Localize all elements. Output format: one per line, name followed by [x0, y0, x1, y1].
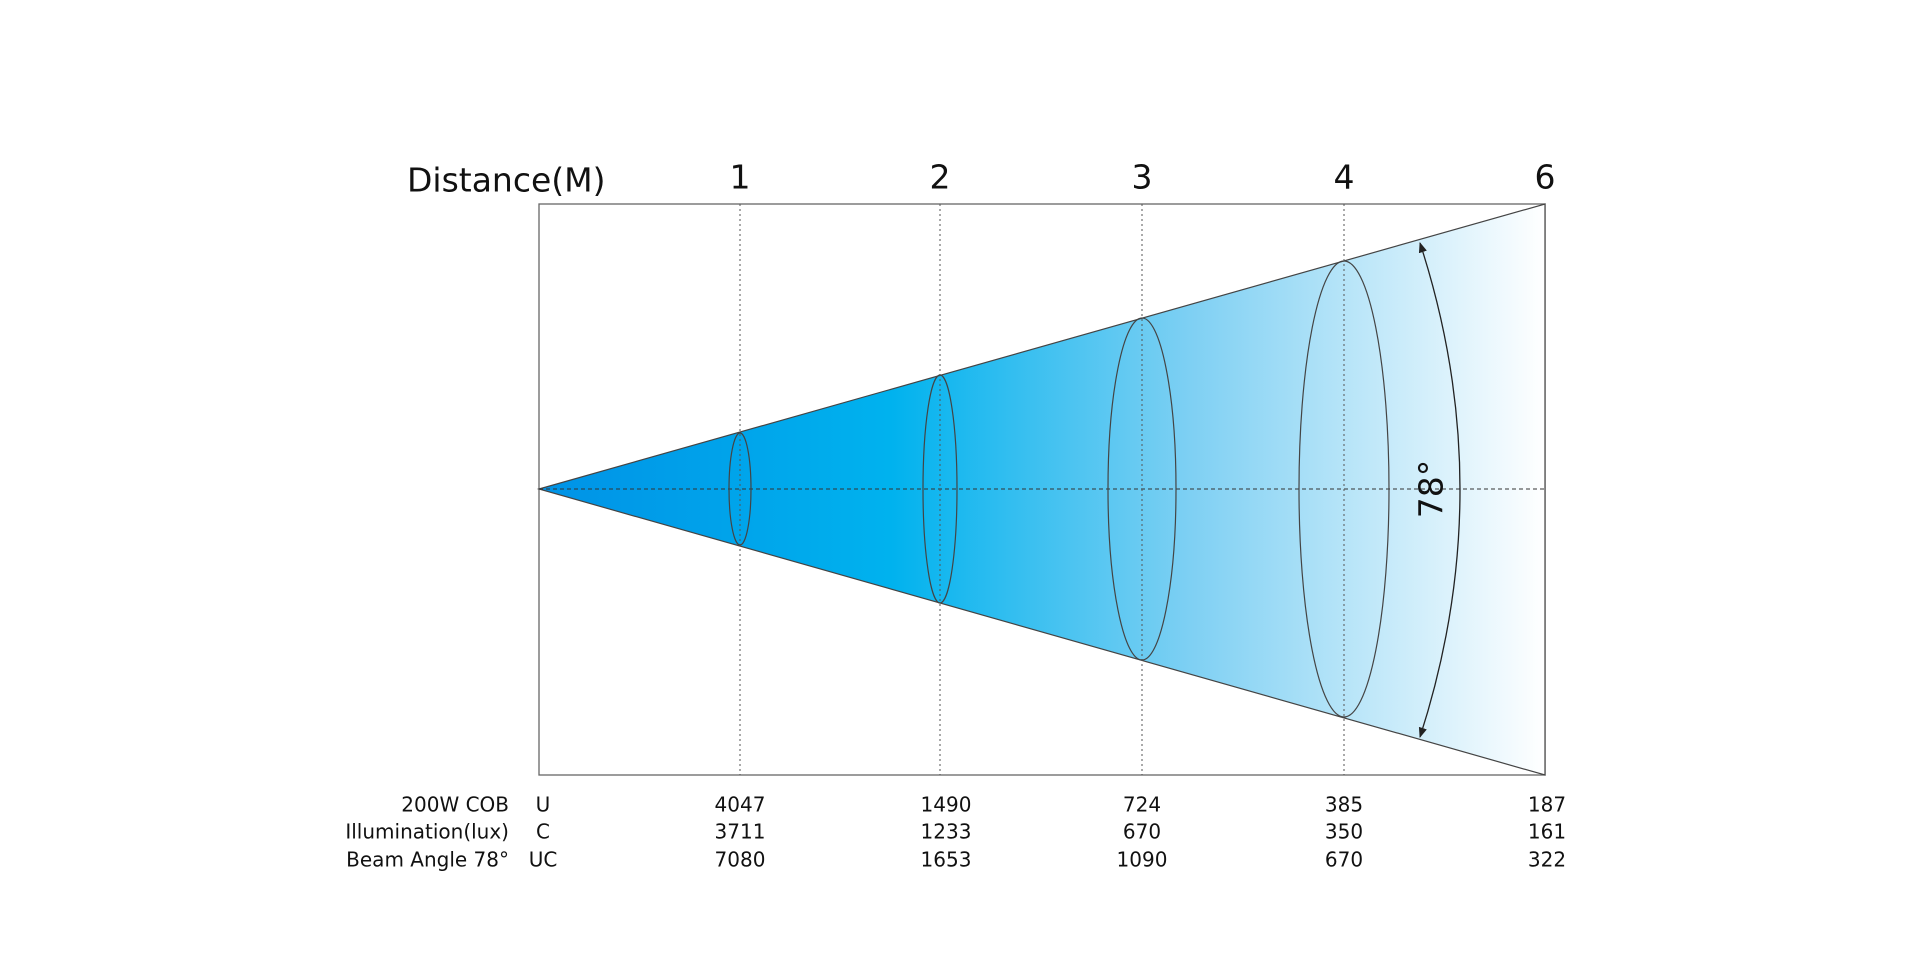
lux-value: 1090: [1117, 848, 1168, 872]
row-label: Beam Angle 78°: [346, 848, 509, 872]
beam-ellipse: [728, 432, 752, 546]
distance-title: Distance(M): [407, 161, 606, 200]
beam-cone: [536, 203, 1546, 776]
beam-ellipse: [1298, 260, 1390, 718]
lux-value: 1653: [921, 848, 972, 872]
row-label: 200W COB: [401, 793, 509, 817]
lux-value: 7080: [715, 848, 766, 872]
lux-value: 1490: [921, 793, 972, 817]
row-key: U: [536, 793, 551, 817]
lux-value: 670: [1123, 820, 1161, 844]
angle-arc: [1418, 242, 1461, 738]
lux-value: 322: [1528, 848, 1566, 872]
lux-value: 161: [1528, 820, 1566, 844]
angle-label: 78°: [1412, 460, 1451, 519]
distance-label: 2: [930, 158, 951, 197]
lux-value: 4047: [715, 793, 766, 817]
distance-label: 1: [730, 158, 751, 197]
distance-label: 6: [1535, 158, 1556, 197]
distance-label: 3: [1132, 158, 1153, 197]
lux-value: 724: [1123, 793, 1161, 817]
lux-value: 670: [1325, 848, 1363, 872]
lux-value: 3711: [715, 820, 766, 844]
row-label: Illumination(lux): [345, 820, 509, 844]
distance-label: 4: [1334, 158, 1355, 197]
lux-value: 385: [1325, 793, 1363, 817]
beam-ellipse: [1107, 317, 1177, 661]
lux-value: 350: [1325, 820, 1363, 844]
lux-value: 1233: [921, 820, 972, 844]
row-key: C: [536, 820, 550, 844]
lux-value: 187: [1528, 793, 1566, 817]
row-key: UC: [529, 848, 558, 872]
beam-ellipse: [922, 374, 958, 604]
